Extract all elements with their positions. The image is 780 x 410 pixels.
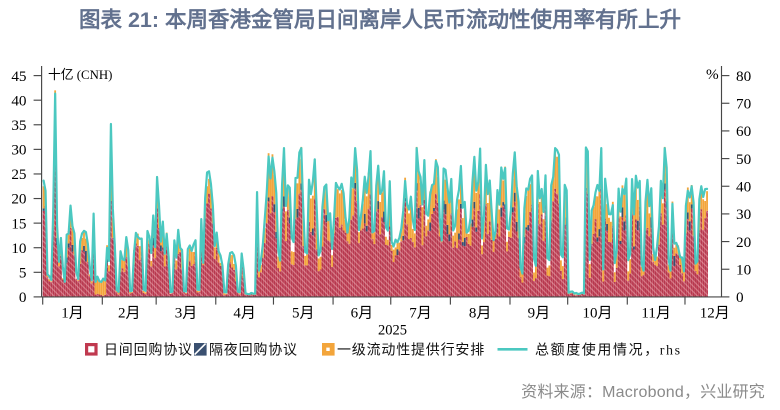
svg-text:50: 50 bbox=[736, 151, 752, 168]
svg-text:40: 40 bbox=[11, 92, 27, 109]
svg-text:0: 0 bbox=[736, 289, 744, 306]
svg-text:40: 40 bbox=[736, 178, 752, 195]
svg-text:%: % bbox=[706, 66, 719, 83]
svg-text:10: 10 bbox=[11, 240, 27, 257]
svg-text:30: 30 bbox=[736, 206, 752, 223]
svg-text:10月: 10月 bbox=[582, 306, 612, 322]
svg-text:70: 70 bbox=[736, 95, 752, 112]
svg-text:25: 25 bbox=[11, 166, 26, 183]
svg-text:60: 60 bbox=[736, 123, 752, 140]
svg-text:4月: 4月 bbox=[233, 306, 256, 322]
svg-text:20: 20 bbox=[11, 191, 27, 208]
svg-text:9月: 9月 bbox=[528, 306, 551, 322]
svg-text:总额度使用情况，rhs: 总额度使用情况，rhs bbox=[535, 341, 682, 358]
svg-text:7月: 7月 bbox=[409, 306, 432, 322]
svg-text:一级流动性提供行安排: 一级流动性提供行安排 bbox=[337, 342, 485, 358]
svg-text:12月: 12月 bbox=[700, 306, 730, 322]
svg-text:资料来源：Macrobond，兴业研究: 资料来源：Macrobond，兴业研究 bbox=[521, 383, 765, 401]
svg-text:80: 80 bbox=[736, 68, 752, 85]
svg-text:8月: 8月 bbox=[469, 306, 492, 322]
svg-text:2025: 2025 bbox=[378, 323, 407, 339]
svg-text:30: 30 bbox=[11, 142, 27, 159]
svg-text:十亿 (CNH): 十亿 (CNH) bbox=[48, 68, 112, 82]
svg-text:45: 45 bbox=[11, 68, 26, 85]
svg-text:图表 21: 本周香港金管局日间离岸人民币流动性使用率有所上: 图表 21: 本周香港金管局日间离岸人民币流动性使用率有所上升 bbox=[79, 7, 681, 32]
svg-text:隔夜回购协议: 隔夜回购协议 bbox=[209, 342, 298, 358]
svg-text:1月: 1月 bbox=[61, 306, 84, 322]
svg-text:3月: 3月 bbox=[175, 306, 198, 322]
svg-text:15: 15 bbox=[11, 215, 26, 232]
svg-text:10: 10 bbox=[736, 261, 752, 278]
svg-text:5月: 5月 bbox=[292, 306, 315, 322]
svg-text:20: 20 bbox=[736, 234, 752, 251]
svg-text:35: 35 bbox=[11, 117, 26, 134]
svg-text:6月: 6月 bbox=[351, 306, 374, 322]
svg-text:日间回购协议: 日间回购协议 bbox=[104, 342, 193, 358]
svg-text:0: 0 bbox=[19, 289, 27, 306]
svg-text:11月: 11月 bbox=[641, 306, 670, 322]
svg-text:2月: 2月 bbox=[118, 306, 141, 322]
svg-text:5: 5 bbox=[19, 265, 27, 282]
